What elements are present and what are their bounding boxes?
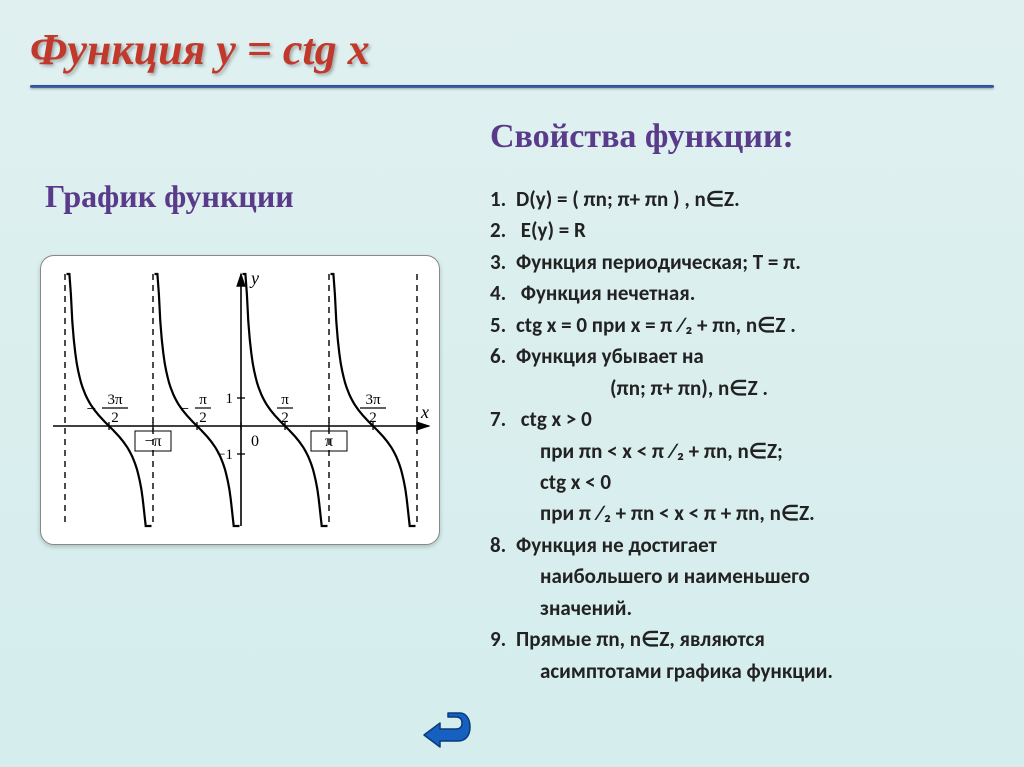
properties-list: 1.D(y) = ( πn; π+ πn ) , n∈Z.2. E(y) = R… <box>480 184 994 686</box>
svg-text:x: x <box>420 402 429 422</box>
back-button[interactable] <box>420 705 472 749</box>
property-line-cont: асимптотами графика функции. <box>490 656 994 686</box>
property-text: ctg x = 0 при x = π ∕₂ + πn, n∈Z . <box>516 312 796 338</box>
graph-svg: yx1−13π2−−ππ2−0π2π3π2 <box>41 256 441 546</box>
property-number: 8. <box>490 530 516 560</box>
property-line: 3.Функция периодическая; T = π. <box>490 247 994 277</box>
svg-text:2: 2 <box>111 410 119 426</box>
property-line: 2. E(y) = R <box>490 215 994 245</box>
property-number: 6. <box>490 341 516 371</box>
property-number: 1. <box>490 184 516 214</box>
svg-text:π: π <box>199 392 207 408</box>
property-text: E(y) = R <box>516 217 586 243</box>
property-text: Функция нечетная. <box>516 280 695 306</box>
svg-text:π: π <box>325 433 333 450</box>
property-line-cont: (πn; π+ πn), n∈Z . <box>490 373 994 403</box>
property-line: 4. Функция нечетная. <box>490 278 994 308</box>
svg-text:−π: −π <box>144 433 161 450</box>
property-line: 8.Функция не достигает <box>490 530 994 560</box>
property-line: 5.ctg x = 0 при x = π ∕₂ + πn, n∈Z . <box>490 310 994 340</box>
property-text: Функция не достигает <box>516 532 717 558</box>
slide-title: Функция y = ctg x <box>30 20 994 85</box>
property-text: Функция периодическая; T = π. <box>516 249 801 275</box>
property-line-cont: при π ∕₂ + πn < x < π + πn, n∈Z. <box>490 498 994 528</box>
property-text: D(y) = ( πn; π+ πn ) , n∈Z. <box>516 186 740 212</box>
svg-text:π: π <box>281 392 289 408</box>
property-line-cont: наибольшего и наименьшего <box>490 561 994 591</box>
svg-text:3π: 3π <box>365 392 381 408</box>
property-line-cont: ctg x < 0 <box>490 467 994 497</box>
property-line: 9.Прямые πn, n∈Z, являются <box>490 624 994 654</box>
property-number: 2. <box>490 215 516 245</box>
svg-text:2: 2 <box>199 410 207 426</box>
svg-text:1: 1 <box>226 391 234 407</box>
svg-text:0: 0 <box>251 433 259 450</box>
property-number: 5. <box>490 310 516 340</box>
graph-heading: График функции <box>45 178 460 215</box>
property-text: Прямые πn, n∈Z, являются <box>516 626 765 652</box>
left-column: График функции yx1−13π2−−ππ2−0π2π3π2 <box>30 118 460 687</box>
properties-heading: Свойства функции: <box>490 118 994 156</box>
right-column: Свойства функции: 1.D(y) = ( πn; π+ πn )… <box>480 118 994 687</box>
property-line-cont: значений. <box>490 593 994 623</box>
property-line-cont: при πn < x < π ∕₂ + πn, n∈Z; <box>490 436 994 466</box>
property-number: 7. <box>490 404 516 434</box>
property-line: 1.D(y) = ( πn; π+ πn ) , n∈Z. <box>490 184 994 214</box>
slide: Функция y = ctg x График функции yx1−13π… <box>0 0 1024 767</box>
property-number: 3. <box>490 247 516 277</box>
content-row: График функции yx1−13π2−−ππ2−0π2π3π2 Сво… <box>30 118 994 687</box>
title-block: Функция y = ctg x <box>30 20 994 88</box>
property-line: 7. ctg x > 0 <box>490 404 994 434</box>
property-number: 9. <box>490 624 516 654</box>
back-arrow-icon <box>420 705 472 749</box>
property-line: 6.Функция убывает на <box>490 341 994 371</box>
svg-text:y: y <box>249 268 259 288</box>
svg-text:3π: 3π <box>107 392 123 408</box>
property-text: ctg x > 0 <box>516 406 592 432</box>
property-text: Функция убывает на <box>516 343 704 369</box>
cotangent-graph: yx1−13π2−−ππ2−0π2π3π2 <box>40 255 440 545</box>
property-number: 4. <box>490 278 516 308</box>
title-underline <box>30 85 994 88</box>
